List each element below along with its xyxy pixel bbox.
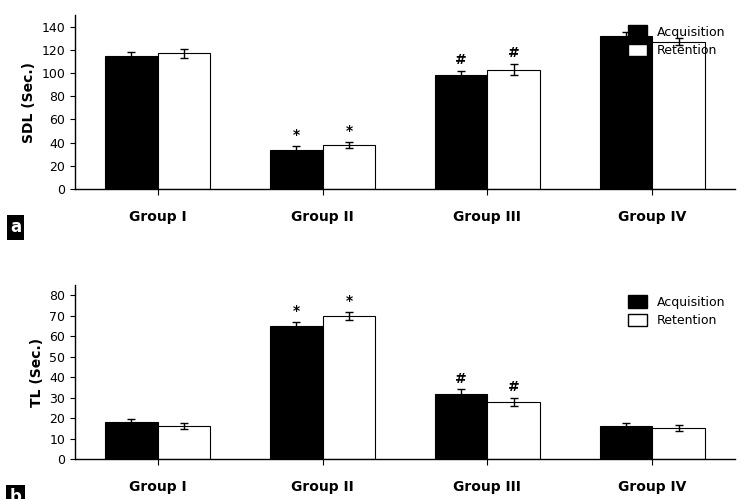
Bar xyxy=(435,75,488,189)
Y-axis label: SDL (Sec.): SDL (Sec.) xyxy=(22,61,36,143)
Bar xyxy=(270,326,322,459)
Bar xyxy=(322,316,375,459)
Bar xyxy=(158,426,211,459)
Text: #: # xyxy=(455,53,467,67)
Bar xyxy=(599,426,652,459)
Bar xyxy=(270,150,322,189)
Text: Group III: Group III xyxy=(454,480,521,494)
Text: b: b xyxy=(10,489,22,499)
Text: *: * xyxy=(292,304,300,318)
Text: Group I: Group I xyxy=(129,210,187,224)
Legend: Acquisition, Retention: Acquisition, Retention xyxy=(624,21,729,61)
Text: Group I: Group I xyxy=(129,480,187,494)
Y-axis label: TL (Sec.): TL (Sec.) xyxy=(30,337,44,407)
Text: Group II: Group II xyxy=(291,480,354,494)
Text: Group IV: Group IV xyxy=(618,210,686,224)
Bar xyxy=(105,55,158,189)
Bar xyxy=(435,394,488,459)
Bar xyxy=(652,42,705,189)
Bar xyxy=(488,402,540,459)
Text: Group III: Group III xyxy=(454,210,521,224)
Bar xyxy=(599,36,652,189)
Text: Group II: Group II xyxy=(291,210,354,224)
Bar xyxy=(158,53,211,189)
Text: #: # xyxy=(455,372,467,386)
Text: *: * xyxy=(346,294,352,308)
Bar xyxy=(652,428,705,459)
Bar xyxy=(322,145,375,189)
Text: *: * xyxy=(292,128,300,142)
Text: a: a xyxy=(10,219,21,237)
Text: Group IV: Group IV xyxy=(618,480,686,494)
Bar xyxy=(105,422,158,459)
Text: #: # xyxy=(508,380,520,394)
Text: *: * xyxy=(346,124,352,138)
Legend: Acquisition, Retention: Acquisition, Retention xyxy=(624,291,729,331)
Text: #: # xyxy=(508,46,520,60)
Bar xyxy=(488,69,540,189)
